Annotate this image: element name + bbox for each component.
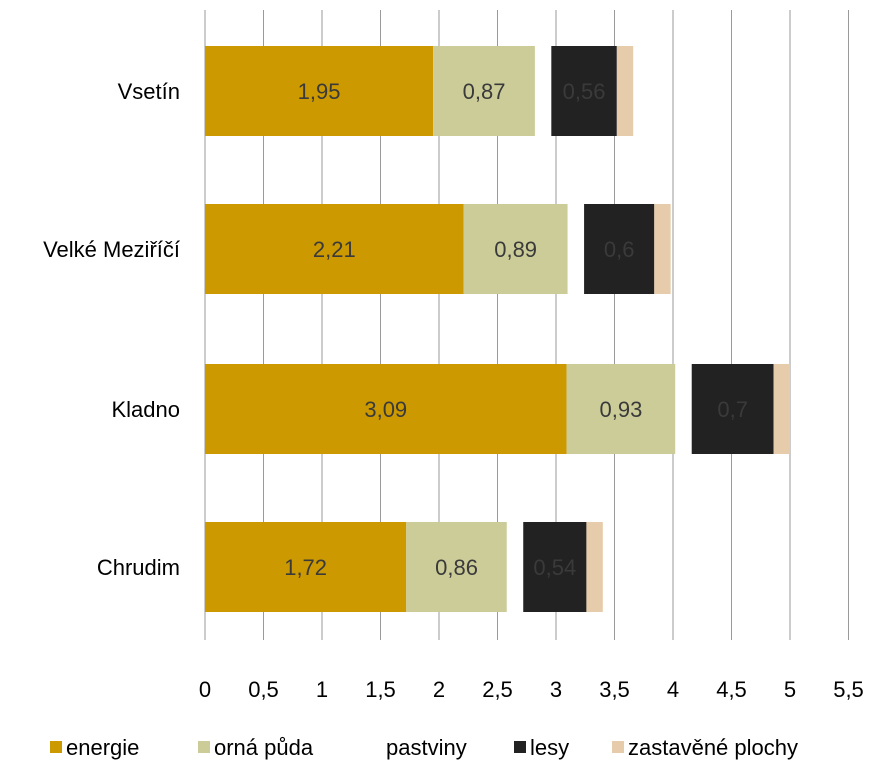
- bar-zastavene-plochy: [586, 522, 603, 612]
- legend-label: energie: [66, 735, 139, 760]
- data-label: 0,87: [463, 79, 506, 104]
- bar-orna-puda: [463, 204, 568, 294]
- data-label: 0,6: [604, 237, 635, 262]
- bar-lesy: [551, 46, 617, 136]
- category-label: Vsetín: [118, 79, 180, 104]
- data-label: 0,54: [533, 555, 576, 580]
- data-label: 1,95: [298, 79, 341, 104]
- bar-orna-puda: [433, 46, 535, 136]
- category-label: Kladno: [111, 397, 180, 422]
- legend-label: lesy: [530, 735, 569, 760]
- data-label: 0,86: [435, 555, 478, 580]
- x-tick-label: 1: [316, 677, 328, 702]
- legend-swatch: [514, 741, 526, 753]
- x-tick-label: 3,5: [599, 677, 630, 702]
- bar-lesy: [584, 204, 655, 294]
- legend-swatch: [198, 741, 210, 753]
- category-label: Chrudim: [97, 555, 180, 580]
- x-tick-label: 2: [433, 677, 445, 702]
- x-tick-label: 0: [199, 677, 211, 702]
- legend-swatch: [50, 741, 62, 753]
- x-tick-label: 4,5: [716, 677, 747, 702]
- x-tick-label: 0,5: [248, 677, 279, 702]
- data-label: 0,56: [563, 79, 606, 104]
- x-tick-label: 4: [667, 677, 679, 702]
- legend-label: pastviny: [386, 735, 467, 760]
- data-label: 3,09: [364, 397, 407, 422]
- legend-swatch: [612, 741, 624, 753]
- bar-orna-puda: [406, 522, 507, 612]
- x-tick-label: 3: [550, 677, 562, 702]
- bar-zastavene-plochy: [616, 46, 634, 136]
- bar-energie: [205, 364, 567, 454]
- legend-label: zastavěné plochy: [628, 735, 798, 760]
- bar-energie: [205, 46, 434, 136]
- data-label: 2,21: [313, 237, 356, 262]
- data-label: 1,72: [284, 555, 327, 580]
- x-tick-label: 5: [784, 677, 796, 702]
- category-labels: Vsetín Velké Meziříčí Kladno Chrudim: [43, 79, 180, 580]
- bars: 1,95 0,87 0,56 2,21 0,89 0,6 3,09 0,93 0,7 1,72 0,…: [205, 46, 790, 612]
- data-label: 0,93: [600, 397, 643, 422]
- legend-label: orná půda: [214, 735, 314, 760]
- bar-pastviny: [675, 364, 692, 454]
- bar-pastviny: [567, 204, 585, 294]
- bar-orna-puda: [566, 364, 676, 454]
- bar-pastviny: [534, 46, 552, 136]
- x-tick-label: 1,5: [365, 677, 396, 702]
- x-tick-label: 2,5: [482, 677, 513, 702]
- legend: energie orná půda pastviny lesy zastavěné pl…: [50, 735, 798, 760]
- data-label: 0,89: [494, 237, 537, 262]
- bar-lesy: [523, 522, 587, 612]
- bar-zastavene-plochy: [773, 364, 790, 454]
- bar-energie: [205, 522, 407, 612]
- x-tick-label: 5,5: [833, 677, 864, 702]
- bar-zastavene-plochy: [654, 204, 671, 294]
- category-label: Velké Meziříčí: [43, 237, 180, 262]
- bar-lesy: [691, 364, 774, 454]
- bar-pastviny: [506, 522, 524, 612]
- data-label: 0,7: [717, 397, 748, 422]
- x-axis-ticks: 0 0,5 1 1,5 2 2,5 3 3,5 4 4,5 5 5,5: [199, 677, 864, 702]
- bar-energie: [205, 204, 464, 294]
